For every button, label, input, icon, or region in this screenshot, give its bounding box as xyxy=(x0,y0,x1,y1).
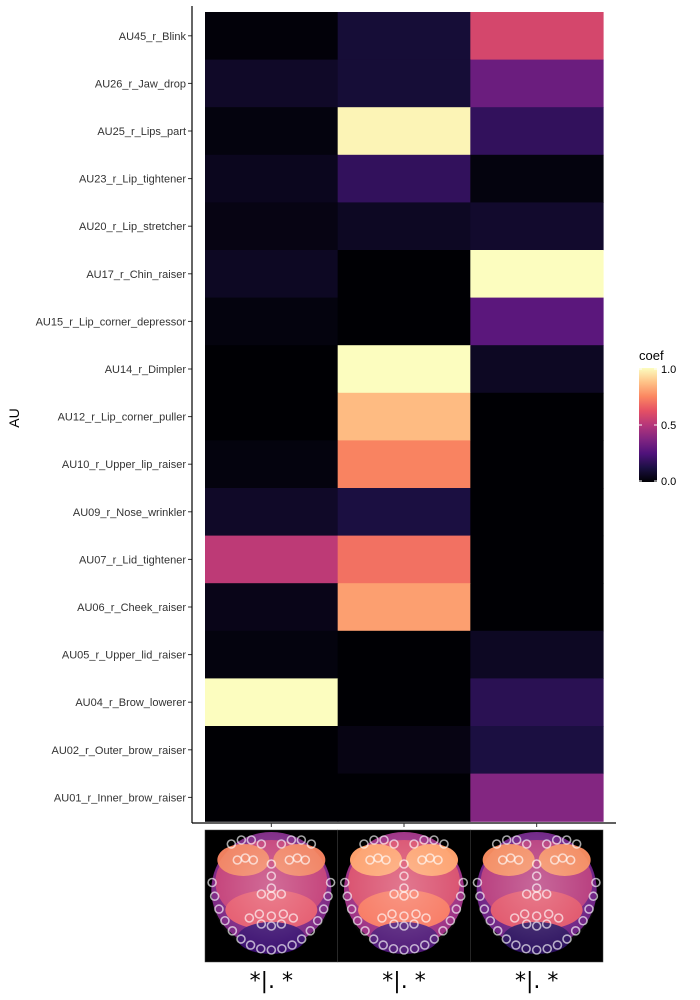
heatmap-cell xyxy=(470,202,604,251)
heatmap-cell xyxy=(337,59,471,108)
heatmap-cell xyxy=(470,488,604,537)
heatmap-cell xyxy=(337,392,471,441)
heatmap-cell xyxy=(205,154,339,203)
y-tick-label: AU14_r_Dimpler xyxy=(105,364,187,376)
heatmap-cell xyxy=(205,583,339,632)
color-legend: coef 1.0 0.5 0.0 xyxy=(639,348,676,488)
y-tick-label: AU26_r_Jaw_drop xyxy=(95,78,186,90)
heatmap-cell xyxy=(470,12,604,61)
legend-tick-label: 0.5 xyxy=(661,420,676,432)
heatmap-cell xyxy=(470,726,604,775)
heatmap-cell xyxy=(470,250,604,299)
y-tick-label: AU45_r_Blink xyxy=(119,31,187,43)
face-heatmap-image xyxy=(337,829,471,963)
y-tick-label: AU09_r_Nose_wrinkler xyxy=(73,507,186,519)
heatmap-cell xyxy=(470,297,604,346)
x-tick-label: *|. * xyxy=(515,969,558,994)
y-tick-label: AU25_r_Lips_part xyxy=(97,126,186,138)
heatmap-cell xyxy=(205,345,339,394)
heatmap-cell xyxy=(205,630,339,679)
heatmap-cell xyxy=(337,726,471,775)
heatmap-cell xyxy=(337,440,471,489)
legend-colorbar xyxy=(639,368,657,482)
y-tick-label: AU01_r_Inner_brow_raiser xyxy=(54,792,186,804)
heatmap-cell xyxy=(470,773,604,822)
y-tick-label: AU04_r_Brow_lowerer xyxy=(75,697,186,709)
heatmap-cell xyxy=(205,297,339,346)
y-tick-label: AU20_r_Lip_stretcher xyxy=(79,221,186,233)
heatmap-cell xyxy=(470,440,604,489)
x-tick-label: *|. * xyxy=(382,969,425,994)
legend-tick-label: 0.0 xyxy=(661,476,676,488)
heatmap-cell xyxy=(205,59,339,108)
y-tick-label: AU06_r_Cheek_raiser xyxy=(77,602,186,614)
legend-ticks: 1.0 0.5 0.0 xyxy=(639,364,676,488)
heatmap-cell xyxy=(205,726,339,775)
y-tick-label: AU02_r_Outer_brow_raiser xyxy=(51,745,186,757)
x-tick-label: *|. * xyxy=(250,969,293,994)
y-tick-label: AU15_r_Lip_corner_depressor xyxy=(36,316,187,328)
heatmap-cell xyxy=(205,678,339,727)
heatmap-cell xyxy=(205,12,339,61)
heatmap-cell xyxy=(337,250,471,299)
y-axis-tick-labels: AU45_r_Blink AU26_r_Jaw_drop AU25_r_Lips_p… xyxy=(36,31,192,804)
heatmap-cell xyxy=(470,583,604,632)
heatmap-cell xyxy=(337,488,471,537)
heatmap-cell xyxy=(470,392,604,441)
heatmap-cell xyxy=(470,535,604,584)
heatmap-cell xyxy=(205,202,339,251)
x-axis-tick-labels: *|. * *|. * *|. * xyxy=(250,823,558,994)
heatmap-cell xyxy=(205,488,339,537)
legend-tick-label: 1.0 xyxy=(661,364,676,376)
heatmap-cell xyxy=(470,59,604,108)
heatmap-cell xyxy=(337,345,471,394)
legend-title: coef xyxy=(639,348,664,363)
y-tick-label: AU07_r_Lid_tightener xyxy=(79,554,186,566)
y-tick-label: AU10_r_Upper_lip_raiser xyxy=(62,459,186,471)
face-images xyxy=(204,829,604,963)
heatmap-cell xyxy=(470,345,604,394)
y-tick-label: AU23_r_Lip_tightener xyxy=(79,174,186,186)
heatmap-cell xyxy=(205,392,339,441)
heatmap-cell xyxy=(337,773,471,822)
heatmap-cell xyxy=(470,154,604,203)
heatmap-cells xyxy=(205,12,604,822)
heatmap-cell xyxy=(337,583,471,632)
heatmap-cell xyxy=(205,107,339,156)
face-heatmap-image xyxy=(470,829,604,963)
y-axis-label: AU xyxy=(6,408,22,427)
heatmap-cell xyxy=(337,630,471,679)
heatmap-cell xyxy=(337,202,471,251)
y-tick-label: AU12_r_Lip_corner_puller xyxy=(58,412,187,424)
heatmap-cell xyxy=(205,773,339,822)
heatmap-cell xyxy=(337,297,471,346)
heatmap-cell xyxy=(205,535,339,584)
heatmap-cell xyxy=(470,630,604,679)
heatmap-cell xyxy=(337,107,471,156)
heatmap-cell xyxy=(337,154,471,203)
heatmap-cell xyxy=(337,12,471,61)
y-tick-label: AU05_r_Upper_lid_raiser xyxy=(62,650,186,662)
heatmap-cell xyxy=(205,440,339,489)
heatmap-cell xyxy=(337,678,471,727)
face-heatmap-image xyxy=(204,829,338,963)
y-tick-label: AU17_r_Chin_raiser xyxy=(86,269,186,281)
heatmap-cell xyxy=(337,535,471,584)
heatmap-cell xyxy=(470,678,604,727)
heatmap-cell xyxy=(205,250,339,299)
heatmap-cell xyxy=(470,107,604,156)
